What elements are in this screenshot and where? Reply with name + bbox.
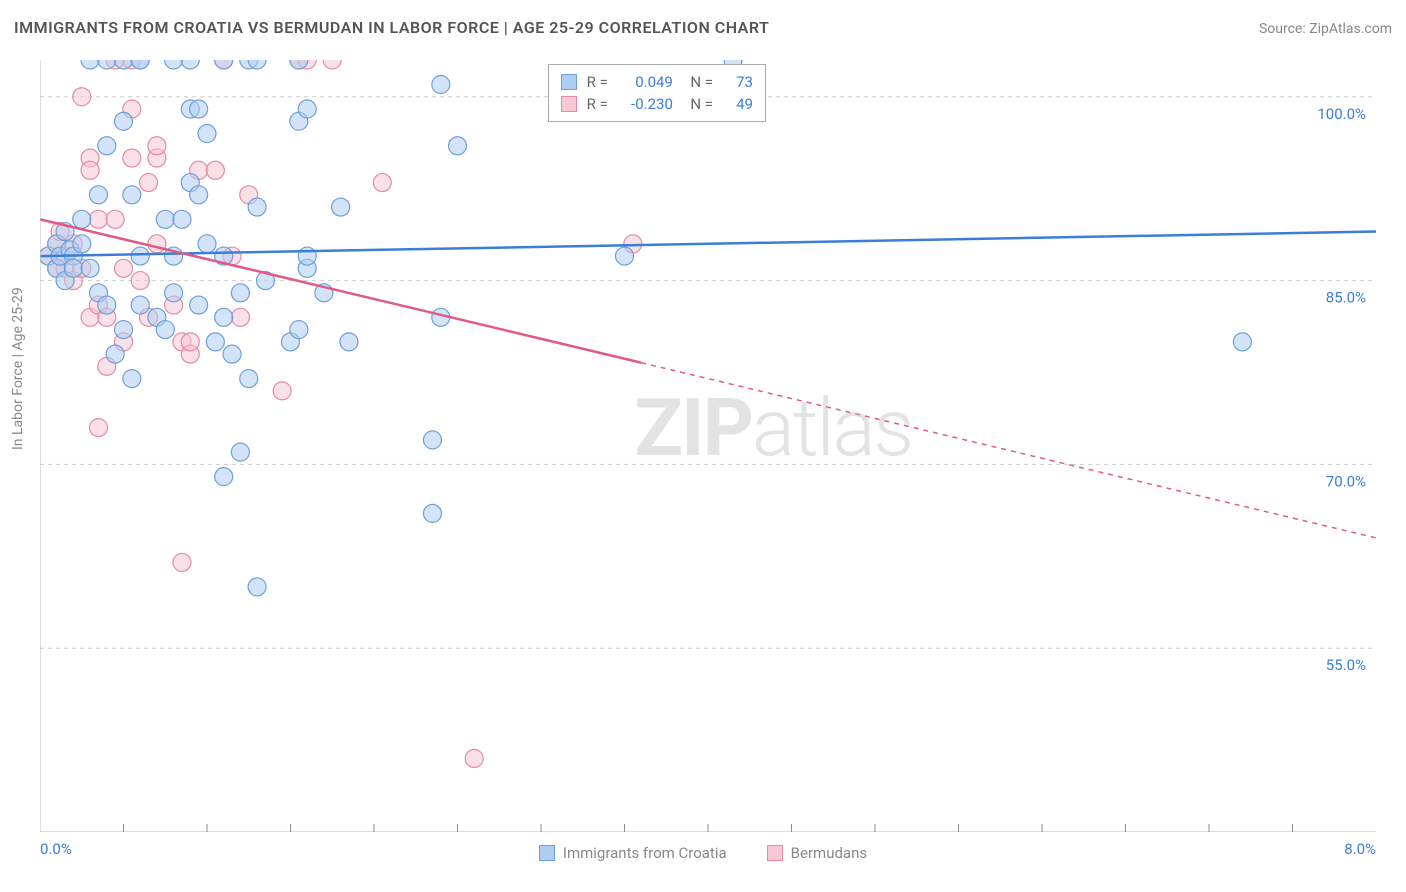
scatter-plot: 55.0% 70.0% 85.0% 100.0% xyxy=(40,60,1376,832)
y-axis-label: In Labor Force | Age 25-29 xyxy=(10,287,26,450)
legend-item: Immigrants from Croatia xyxy=(539,844,727,862)
legend-n-label: N = xyxy=(683,73,713,91)
legend-stat-row: R = 0.049 N = 73 xyxy=(561,71,753,93)
svg-text:70.0%: 70.0% xyxy=(1326,472,1366,490)
legend-swatch xyxy=(767,845,783,861)
legend-swatch xyxy=(561,74,577,90)
title-bar: IMMIGRANTS FROM CROATIA VS BERMUDAN IN L… xyxy=(14,18,1392,37)
legend-label: Bermudans xyxy=(791,844,867,862)
source-label: Source: ZipAtlas.com xyxy=(1259,21,1392,37)
series-legend: Immigrants from Croatia Bermudans xyxy=(0,844,1406,862)
correlation-legend: R = 0.049 N = 73 R = -0.230 N = 49 xyxy=(548,64,766,122)
chart-container: IMMIGRANTS FROM CROATIA VS BERMUDAN IN L… xyxy=(0,0,1406,892)
legend-r-value: -0.230 xyxy=(618,95,673,113)
legend-r-label: R = xyxy=(587,95,608,113)
chart-title: IMMIGRANTS FROM CROATIA VS BERMUDAN IN L… xyxy=(14,18,769,37)
svg-text:85.0%: 85.0% xyxy=(1326,289,1366,307)
legend-swatch xyxy=(561,96,577,112)
legend-r-label: R = xyxy=(587,73,608,91)
legend-swatch xyxy=(539,845,555,861)
legend-n-value: 49 xyxy=(723,95,753,113)
legend-n-value: 73 xyxy=(723,73,753,91)
legend-n-label: N = xyxy=(683,95,713,113)
legend-item: Bermudans xyxy=(767,844,867,862)
legend-r-value: 0.049 xyxy=(618,73,673,91)
svg-text:55.0%: 55.0% xyxy=(1326,656,1366,674)
svg-text:100.0%: 100.0% xyxy=(1317,105,1366,123)
legend-label: Immigrants from Croatia xyxy=(563,844,727,862)
legend-stat-row: R = -0.230 N = 49 xyxy=(561,93,753,115)
